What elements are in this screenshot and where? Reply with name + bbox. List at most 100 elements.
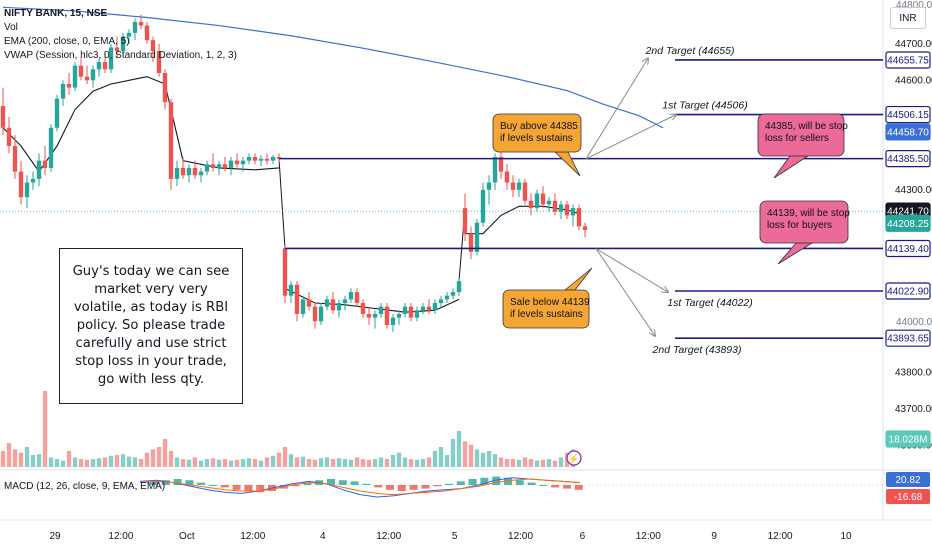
time-tick-label: 6 (580, 531, 586, 542)
candle (72, 62, 78, 92)
candle (582, 222, 588, 238)
candle (78, 58, 84, 81)
volume-bar (150, 449, 156, 467)
macd-histogram-bar (421, 485, 430, 489)
candle-body (120, 36, 126, 52)
macd-histogram-bar (232, 485, 241, 490)
target-arrow (585, 115, 676, 160)
candle (414, 306, 420, 322)
candle-body (156, 51, 162, 74)
volume-bar (198, 460, 204, 467)
callout-text: loss for buyers (767, 220, 832, 231)
volume-bar (96, 458, 102, 467)
price-label-box (885, 105, 931, 124)
price-label-box (885, 282, 931, 300)
candle-body (438, 299, 444, 304)
macd-histogram-bar (563, 485, 571, 489)
candle (60, 80, 66, 106)
volume-bar (480, 452, 486, 467)
time-tick-label: 12:00 (508, 531, 533, 542)
candle (216, 160, 222, 176)
candle-body (84, 76, 90, 81)
price-label-box (885, 51, 931, 69)
candle-body (150, 40, 156, 52)
macd-histogram-bar (185, 480, 194, 485)
currency-button[interactable]: INR (890, 7, 926, 29)
candle (468, 226, 474, 260)
macd-histogram-bar (386, 485, 394, 490)
volume-bar (84, 459, 90, 467)
candle-body (102, 62, 108, 70)
volume-bar (258, 460, 264, 467)
volume-bar (294, 457, 300, 467)
candle-body (30, 178, 36, 183)
candle (576, 204, 582, 230)
candle-body (96, 62, 102, 70)
candle (480, 182, 486, 227)
volume-bar (270, 455, 276, 467)
candle-body (546, 200, 552, 205)
price-label-level: 43893.65 (885, 329, 931, 347)
candle-body (330, 299, 336, 311)
macd-value-box (886, 489, 930, 504)
volume-bar (162, 439, 168, 467)
volume-bar (108, 455, 114, 467)
candle (168, 98, 174, 190)
macd-value-label: 20.82 (886, 472, 930, 487)
candle (222, 156, 228, 172)
candle-body (402, 306, 408, 314)
price-label-text: 44022.90 (887, 287, 929, 298)
volume-bar (138, 459, 144, 467)
candle (156, 43, 162, 77)
volume-bar (342, 459, 348, 467)
candle (474, 219, 480, 256)
candle (564, 200, 570, 220)
macd-histogram-bar (374, 485, 383, 488)
volume-bar (384, 459, 390, 467)
candle (258, 155, 264, 167)
vwap-line (2, 76, 280, 173)
volume-bar (420, 459, 426, 467)
candle-body (558, 204, 564, 212)
candle (300, 295, 306, 318)
price-label-text: 43893.65 (887, 334, 929, 345)
candle-body (282, 248, 288, 296)
candle-body (516, 182, 522, 190)
candle (240, 156, 246, 172)
volume-bar (492, 454, 498, 467)
candle (42, 146, 48, 176)
volume-bar (534, 460, 540, 467)
macd-histogram-bar (161, 480, 170, 485)
candle (90, 65, 96, 88)
macd-histogram-bar (433, 485, 442, 487)
candle-body (24, 182, 30, 198)
callout-box (502, 289, 590, 329)
volume-bar (486, 451, 492, 467)
price-label-text: 44506.15 (887, 110, 929, 121)
callout-box (757, 113, 845, 157)
candle (504, 164, 510, 190)
candle (324, 295, 330, 311)
price-label-volume: 18.028M (885, 430, 931, 448)
candle-body (12, 146, 18, 172)
vwap-connector (278, 158, 286, 249)
volume-bar (498, 457, 504, 467)
candle-body (78, 65, 84, 77)
macd-value-label: -16.68 (886, 489, 930, 504)
candle (288, 281, 294, 304)
volume-bar (432, 451, 438, 467)
candle (348, 288, 354, 304)
price-label-box (885, 214, 931, 232)
volume-bar (30, 455, 36, 467)
candle (462, 193, 468, 241)
candle (312, 303, 318, 329)
callout-tail (563, 267, 593, 291)
price-label-box (885, 430, 931, 448)
candle (372, 310, 378, 329)
candle (252, 153, 258, 165)
candle-body (114, 47, 120, 52)
volume-bar (186, 459, 192, 467)
